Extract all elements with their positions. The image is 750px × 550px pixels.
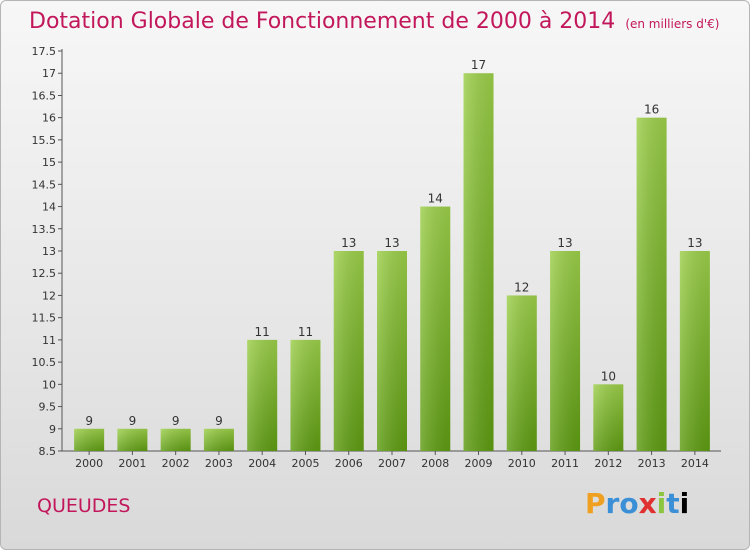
bar-value-label: 9	[85, 414, 93, 428]
y-tick-label: 15	[42, 156, 56, 169]
place-name: QUEUDES	[37, 495, 131, 517]
y-tick-label: 13	[42, 245, 56, 258]
chart-labels: 9 2000 9 2001 9 2002 9 2003 11 2004 11 2005 13 2006 13…	[75, 58, 709, 470]
bar-2011	[550, 251, 581, 451]
bar-value-label: 14	[428, 192, 443, 206]
bar-2009	[463, 73, 494, 451]
bar-value-label: 9	[172, 414, 180, 428]
y-tick-label: 10	[42, 378, 56, 391]
y-tick-label: 13.5	[32, 223, 57, 236]
bar-value-label: 13	[341, 236, 356, 250]
bar-2004	[247, 339, 278, 451]
x-tick-label: 2001	[118, 457, 146, 470]
bar-value-label: 9	[129, 414, 137, 428]
y-tick-label: 9	[49, 423, 56, 436]
x-tick-label: 2012	[594, 457, 622, 470]
bar-shade	[290, 339, 321, 451]
y-tick-label: 17	[42, 67, 56, 80]
bar-value-label: 11	[255, 325, 270, 339]
bar-2001	[117, 428, 148, 451]
bar-2002	[160, 428, 191, 451]
bar-value-label: 13	[687, 236, 702, 250]
y-tick-label: 16	[42, 112, 56, 125]
chart-axes: 8.5 9 9.5 10 10.5 11 11.5 12 12.5 13 13.5 14 14.5 15 1…	[32, 45, 721, 458]
y-tick-label: 12	[42, 289, 56, 302]
y-tick-label: 8.5	[39, 445, 57, 458]
bar-shade	[333, 251, 364, 451]
x-tick-label: 2004	[248, 457, 276, 470]
bar-shade	[593, 384, 624, 451]
bar-shade	[463, 73, 494, 451]
bar-shade	[203, 428, 234, 451]
x-tick-label: 2006	[335, 457, 363, 470]
bar-value-label: 17	[471, 58, 486, 72]
y-tick-label: 12.5	[32, 267, 57, 280]
bar-2012	[593, 384, 624, 451]
bar-value-label: 13	[384, 236, 399, 250]
chart-title-text: Dotation Globale de Fonctionnement de 20…	[29, 9, 616, 34]
bar-shade	[636, 117, 667, 452]
bar-value-label: 11	[298, 325, 313, 339]
x-tick-label: 2014	[681, 457, 709, 470]
bar-2006	[333, 251, 364, 451]
x-tick-label: 2002	[162, 457, 190, 470]
x-tick-label: 2010	[508, 457, 536, 470]
bar-value-label: 9	[215, 414, 223, 428]
proxiti-logo: Proxiti	[585, 487, 690, 520]
x-tick-label: 2005	[291, 457, 319, 470]
bar-2003	[203, 428, 234, 451]
bar-2000	[74, 428, 105, 451]
x-tick-label: 2003	[205, 457, 233, 470]
x-tick-label: 2013	[638, 457, 666, 470]
x-tick-label: 2011	[551, 457, 579, 470]
bar-shade	[160, 428, 191, 451]
y-tick-label: 9.5	[39, 401, 57, 414]
bar-shade	[74, 428, 105, 451]
bar-value-label: 12	[514, 280, 529, 294]
y-tick-label: 14.5	[32, 178, 57, 191]
y-tick-label: 10.5	[32, 356, 57, 369]
y-tick-label: 11	[42, 334, 56, 347]
bar-shade	[679, 251, 710, 451]
x-tick-label: 2008	[421, 457, 449, 470]
bar-shade	[377, 251, 407, 451]
bar-2008	[420, 206, 451, 451]
bar-shade	[247, 339, 278, 451]
x-tick-label: 2007	[378, 457, 406, 470]
x-tick-label: 2000	[75, 457, 103, 470]
bar-shade	[550, 251, 581, 451]
bar-2014	[679, 251, 710, 451]
y-tick-label: 17.5	[32, 45, 57, 58]
bar-2013	[636, 117, 667, 452]
bar-2007	[377, 251, 407, 451]
chart-title: Dotation Globale de Fonctionnement de 20…	[29, 9, 719, 34]
bar-2005	[290, 339, 321, 451]
bar-value-label: 16	[644, 103, 659, 117]
chart-unit: (en milliers d'€)	[625, 17, 720, 31]
y-tick-label: 16.5	[32, 89, 57, 102]
bar-value-label: 13	[557, 236, 572, 250]
bar-shade	[506, 295, 537, 451]
x-tick-label: 2009	[465, 457, 493, 470]
chart-bars	[74, 73, 710, 452]
y-tick-label: 11.5	[32, 312, 57, 325]
y-tick-label: 15.5	[32, 134, 57, 147]
bar-shade	[117, 428, 148, 451]
bar-2010	[506, 295, 537, 451]
bar-shade	[420, 206, 451, 451]
y-tick-label: 14	[42, 201, 56, 214]
bar-value-label: 10	[601, 369, 616, 383]
